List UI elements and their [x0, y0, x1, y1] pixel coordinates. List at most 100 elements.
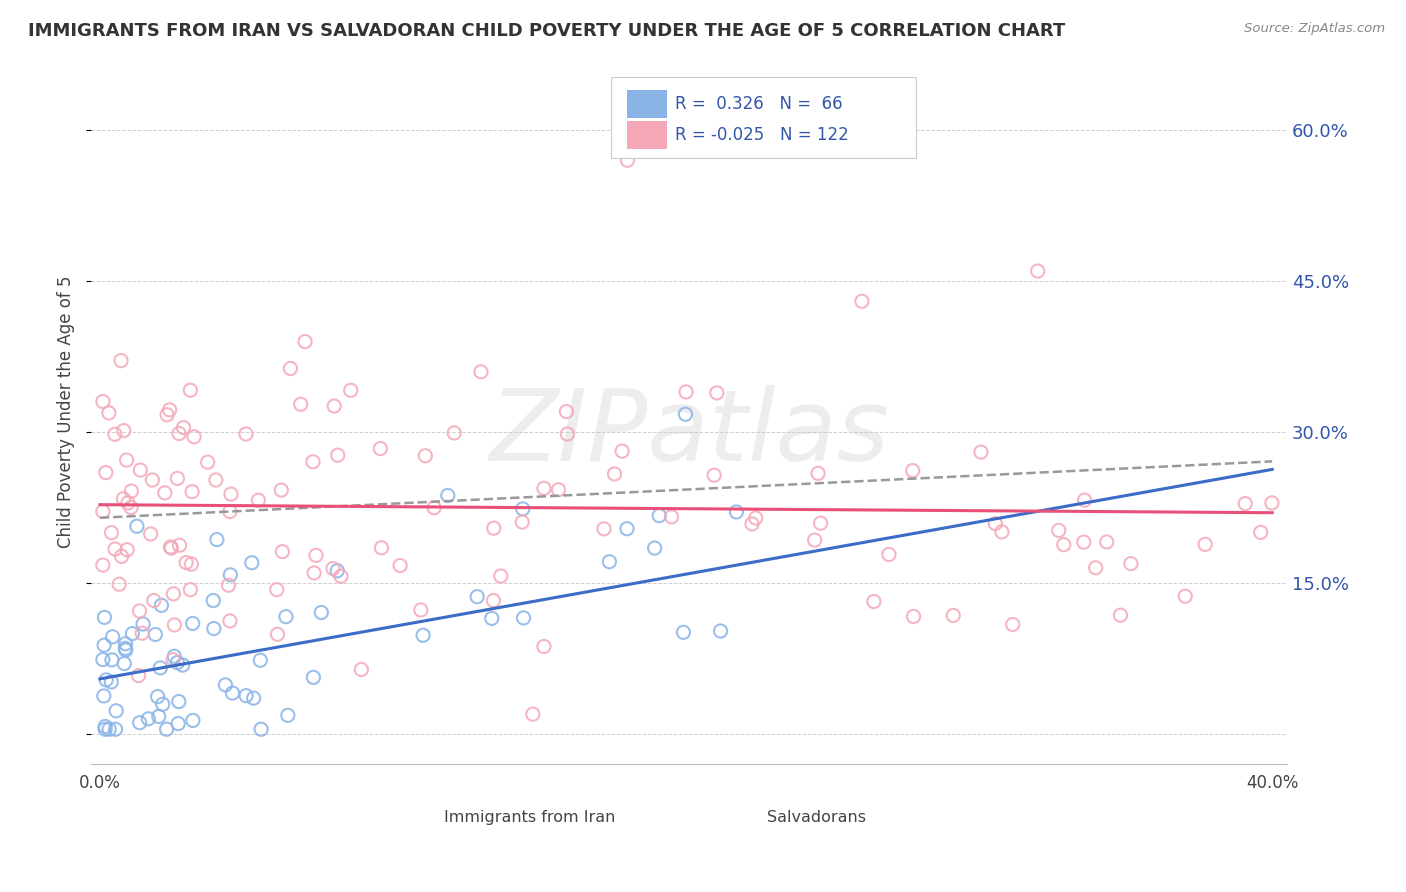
Point: [214, 678, 236, 692]
Point: [167, 426, 190, 441]
Point: [247, 493, 270, 508]
Point: [598, 555, 620, 569]
Point: [100, 675, 122, 690]
Point: [326, 448, 349, 462]
Point: [110, 549, 132, 564]
Point: [616, 522, 638, 536]
Point: [219, 567, 242, 582]
Text: R =  0.326   N =  66: R = 0.326 N = 66: [675, 95, 842, 113]
Point: [163, 618, 186, 632]
Point: [167, 716, 190, 731]
Point: [115, 542, 138, 557]
Point: [675, 384, 697, 399]
Point: [98, 723, 121, 737]
Point: [311, 606, 333, 620]
Point: [271, 544, 294, 558]
Text: ZIPatlas: ZIPatlas: [489, 384, 889, 482]
Point: [266, 582, 288, 597]
Point: [150, 599, 173, 613]
Point: [482, 593, 505, 607]
Point: [91, 504, 114, 518]
Point: [152, 698, 174, 712]
Point: [104, 427, 127, 442]
Point: [703, 468, 725, 483]
Point: [159, 540, 181, 554]
Point: [221, 686, 243, 700]
Point: [533, 640, 555, 654]
Point: [443, 425, 465, 440]
Point: [744, 511, 766, 525]
FancyBboxPatch shape: [399, 803, 430, 832]
Point: [96, 673, 118, 687]
Point: [522, 707, 544, 722]
Point: [131, 626, 153, 640]
Point: [148, 709, 170, 723]
Point: [169, 538, 191, 552]
FancyBboxPatch shape: [627, 90, 668, 118]
Point: [128, 715, 150, 730]
Point: [94, 719, 117, 733]
Point: [725, 505, 748, 519]
Point: [205, 473, 228, 487]
Point: [555, 404, 578, 418]
Point: [1026, 264, 1049, 278]
Point: [205, 533, 228, 547]
Point: [129, 463, 152, 477]
Point: [1119, 557, 1142, 571]
Point: [512, 611, 534, 625]
Point: [489, 569, 512, 583]
Point: [181, 714, 204, 728]
Point: [706, 385, 728, 400]
Point: [270, 483, 292, 497]
Point: [409, 603, 432, 617]
Text: R = -0.025   N = 122: R = -0.025 N = 122: [675, 126, 848, 144]
Point: [235, 689, 257, 703]
Point: [166, 656, 188, 670]
Point: [302, 670, 325, 684]
Point: [128, 668, 150, 682]
Point: [512, 502, 534, 516]
Text: Salvadorans: Salvadorans: [766, 810, 866, 825]
Point: [1084, 561, 1107, 575]
Point: [121, 626, 143, 640]
Point: [1261, 496, 1284, 510]
Point: [159, 402, 181, 417]
Point: [167, 695, 190, 709]
Point: [219, 487, 242, 501]
Text: Immigrants from Iran: Immigrants from Iran: [444, 810, 616, 825]
Point: [1001, 617, 1024, 632]
Point: [120, 484, 142, 499]
Point: [510, 515, 533, 529]
Point: [149, 661, 172, 675]
Point: [181, 616, 204, 631]
Point: [173, 420, 195, 434]
Point: [115, 453, 138, 467]
Point: [160, 541, 183, 555]
Point: [616, 153, 638, 168]
Point: [970, 445, 993, 459]
Point: [593, 522, 616, 536]
Point: [174, 556, 197, 570]
Point: [142, 593, 165, 607]
Point: [242, 691, 264, 706]
Point: [465, 590, 488, 604]
Point: [305, 549, 328, 563]
Point: [218, 504, 240, 518]
Point: [423, 500, 446, 515]
Point: [156, 408, 179, 422]
Point: [181, 484, 204, 499]
Point: [240, 556, 263, 570]
Point: [547, 483, 569, 497]
Point: [1109, 608, 1132, 623]
Point: [1194, 537, 1216, 551]
Point: [218, 578, 240, 592]
Point: [370, 541, 392, 555]
Point: [901, 464, 924, 478]
Point: [803, 533, 825, 548]
Point: [94, 723, 117, 737]
FancyBboxPatch shape: [627, 121, 668, 149]
Point: [180, 557, 202, 571]
Point: [110, 353, 132, 368]
FancyBboxPatch shape: [723, 803, 754, 832]
Point: [112, 657, 135, 671]
